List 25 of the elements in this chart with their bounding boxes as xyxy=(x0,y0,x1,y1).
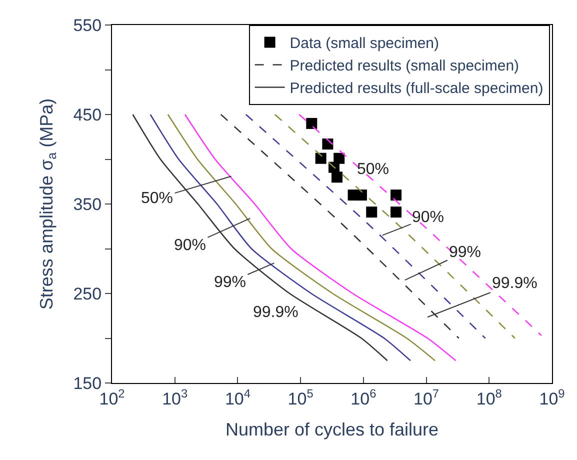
annotation: 50% xyxy=(357,161,390,178)
legend-label: Predicted results (small specimen) xyxy=(290,58,520,75)
annotation: 99% xyxy=(214,274,246,291)
legend-label: Data (small specimen) xyxy=(290,35,440,52)
x-tick-label: 10$^{6}$ xyxy=(350,386,377,408)
x-tick-label: 10$^{7}$ xyxy=(414,386,440,408)
y-tick-label: 550 xyxy=(73,16,102,35)
x-tick-label: 10$^{8}$ xyxy=(476,386,502,408)
x-tick-label: 10$^{2}$ xyxy=(99,386,126,408)
y-tick-label: 450 xyxy=(73,105,102,124)
annotation: 99.9% xyxy=(253,304,298,321)
x-tick-label: 10$^{9}$ xyxy=(539,386,566,408)
annotation: 90% xyxy=(174,237,206,254)
annotation: 99.9% xyxy=(492,275,538,292)
y-tick-label: 350 xyxy=(73,194,102,214)
annotation: 99% xyxy=(449,244,482,261)
y-tick-label: 250 xyxy=(73,284,102,304)
x-tick-label: 10$^{4}$ xyxy=(224,386,251,408)
annotation: 90% xyxy=(412,209,444,226)
x-tick-label: 10$^{3}$ xyxy=(162,386,188,408)
x-axis-title: Number of cycles to failure xyxy=(225,420,439,440)
legend-label: Predicted results (full-scale specimen) xyxy=(290,80,544,98)
annotation: 50% xyxy=(141,190,174,207)
x-tick-label: 10$^{5}$ xyxy=(288,386,314,408)
y-tick-label: 150 xyxy=(73,374,102,393)
